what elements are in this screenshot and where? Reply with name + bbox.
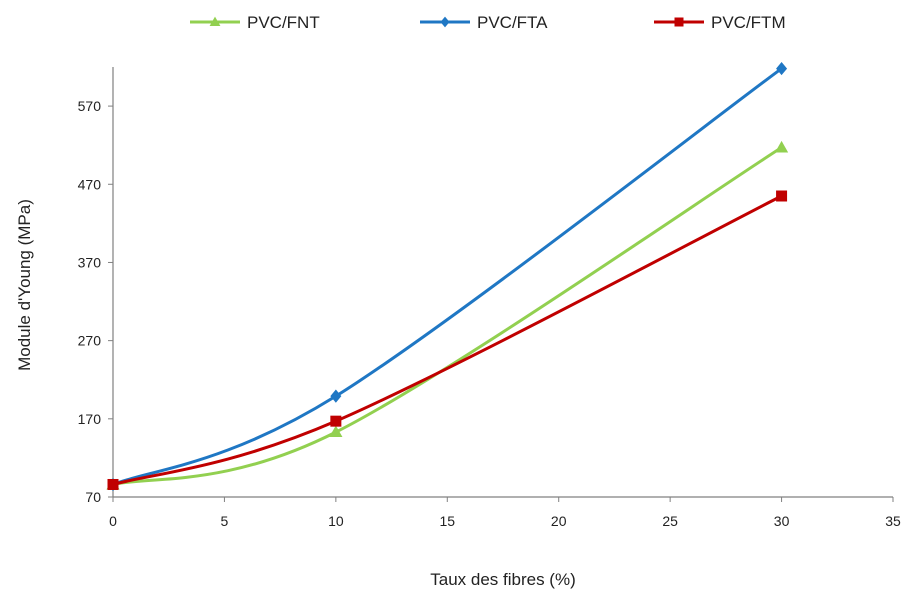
x-tick-label: 35 <box>885 513 901 529</box>
x-tick-label: 20 <box>551 513 567 529</box>
y-tick-label: 70 <box>85 489 101 505</box>
y-tick-label: 170 <box>78 411 102 427</box>
y-tick-label: 570 <box>78 98 102 114</box>
series-pvc-fta <box>107 61 788 492</box>
y-tick-label: 470 <box>78 176 102 192</box>
legend-marker <box>209 16 221 27</box>
series-layer <box>106 61 789 492</box>
legend-label: PVC/FNT <box>247 13 320 32</box>
data-point <box>776 61 788 76</box>
x-axis-title: Taux des fibres (%) <box>430 570 576 589</box>
series-line <box>112 67 783 486</box>
data-point <box>329 425 343 438</box>
data-point <box>107 478 119 490</box>
legend-marker <box>674 17 684 27</box>
data-point <box>774 140 789 153</box>
y-axis-title: Module d'Young (MPa) <box>15 199 34 371</box>
series-pvc-ftm <box>107 190 788 490</box>
x-tick-label: 0 <box>109 513 117 529</box>
y-tick-label: 270 <box>78 333 102 349</box>
legend-label: PVC/FTA <box>477 13 548 32</box>
axes: 0 5 10 15 20 25 30 35 70 170 270 370 470 570 <box>78 67 901 529</box>
data-point <box>330 389 342 403</box>
series-line <box>112 146 783 486</box>
legend-marker <box>440 16 450 28</box>
x-tick-label: 10 <box>328 513 344 529</box>
legend-item: PVC/FTM <box>654 13 786 32</box>
x-tick-label: 25 <box>662 513 678 529</box>
series-pvc-fnt <box>106 140 789 490</box>
data-point <box>330 415 342 427</box>
x-tick-label: 5 <box>221 513 229 529</box>
series-line <box>112 194 783 486</box>
y-tick-label: 370 <box>78 254 102 270</box>
data-point <box>776 190 788 202</box>
legend-item: PVC/FTA <box>420 13 548 32</box>
legend: PVC/FNT PVC/FTA PVC/FTM <box>190 13 786 32</box>
x-tick-label: 30 <box>774 513 790 529</box>
legend-item: PVC/FNT <box>190 13 320 32</box>
legend-label: PVC/FTM <box>711 13 786 32</box>
x-tick-label: 15 <box>439 513 455 529</box>
